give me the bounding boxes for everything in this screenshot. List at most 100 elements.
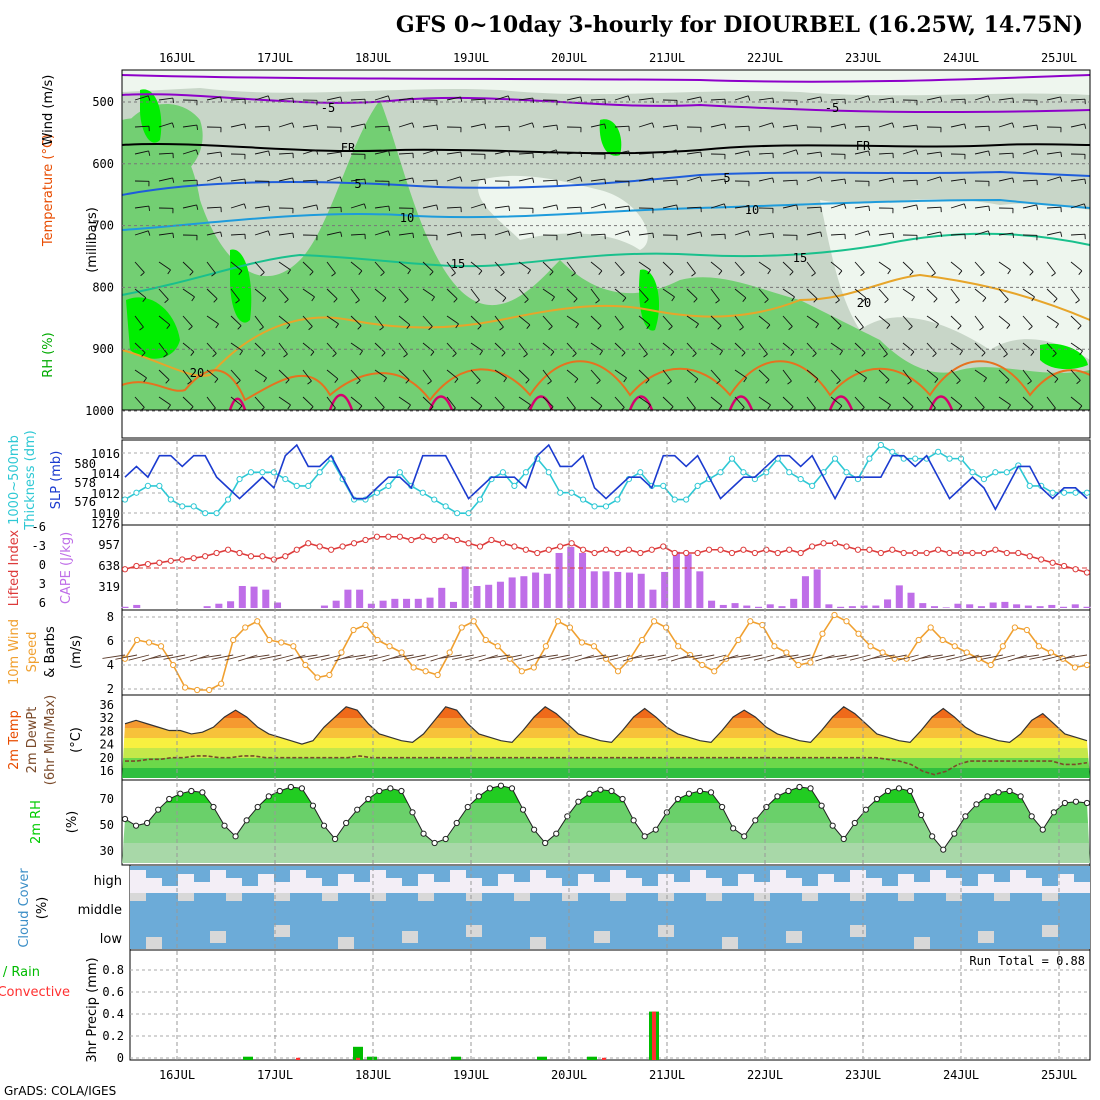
- barb-staff: [806, 231, 821, 236]
- cape-bar: [848, 606, 856, 608]
- rh-point: [155, 806, 162, 813]
- upper-wind-barb: [494, 180, 510, 187]
- rh-point: [409, 809, 416, 816]
- barb-staff: [494, 95, 509, 101]
- barb-staff: [374, 342, 386, 353]
- barb-staff: [662, 369, 672, 382]
- lifted-index-point: [270, 556, 277, 563]
- rh-point: [254, 803, 261, 811]
- barb-staff: [374, 150, 389, 155]
- cloud-high-bar: [482, 866, 498, 886]
- barb-flag: [940, 231, 943, 237]
- barb-staff: [302, 149, 317, 155]
- cape-bar: [391, 598, 399, 608]
- barb-flag: [1027, 380, 1032, 385]
- barb-flag: [1084, 178, 1087, 185]
- barb-flag: [766, 324, 771, 329]
- barb-staff: [494, 150, 509, 155]
- upper-wind-barb: [662, 288, 675, 302]
- barb-staff: [926, 176, 941, 182]
- cloud-high-bar: [178, 866, 194, 874]
- lifted-index-point: [316, 543, 323, 550]
- thickness-point: [282, 475, 289, 483]
- barb-staff: [398, 122, 413, 128]
- barb-staff: [1070, 261, 1083, 272]
- barb-staff: [134, 342, 146, 353]
- barb-flag: [695, 323, 699, 329]
- barb-staff: [734, 125, 750, 128]
- cape-bar: [778, 606, 786, 608]
- rh-point: [177, 790, 184, 797]
- barb-staff: [230, 315, 242, 326]
- barb-staff: [494, 230, 509, 236]
- barb-flag: [795, 149, 799, 155]
- barb-staff: [230, 369, 241, 381]
- thickness-point: [419, 489, 426, 496]
- wind-speed-point: [927, 624, 934, 631]
- upper-wind-barb: [374, 230, 391, 236]
- barb-staff: [638, 152, 654, 155]
- wind-speed-point: [783, 649, 790, 656]
- rh-point: [840, 835, 847, 843]
- upper-wind-barb: [1022, 234, 1038, 241]
- barb-staff: [758, 342, 768, 355]
- upper-wind-barb: [1046, 96, 1063, 102]
- surface-wind-barb: [403, 654, 426, 660]
- upper-wind-barb: [686, 342, 697, 358]
- rh-point: [696, 787, 704, 795]
- barb-flag: [859, 326, 864, 331]
- upper-wind-barb: [1046, 151, 1063, 158]
- rh-point: [995, 789, 1002, 796]
- barb-flag: [148, 150, 151, 156]
- barb-staff: [326, 231, 341, 236]
- thickness-point: [992, 469, 999, 476]
- cape-bar: [813, 569, 821, 608]
- barb-staff: [902, 124, 917, 128]
- upper-wind-barb: [206, 342, 217, 358]
- barb-flag: [364, 123, 367, 129]
- cloud-low-gap: [338, 937, 354, 949]
- barb-staff: [950, 315, 962, 326]
- upper-wind-barb: [998, 97, 1015, 104]
- barb-flag: [502, 297, 507, 302]
- upper-wind-barb: [134, 315, 144, 331]
- barb-flag: [862, 297, 867, 302]
- temp-band: [122, 758, 1090, 768]
- barb-staff: [854, 150, 869, 155]
- upper-wind-barb: [782, 124, 799, 131]
- upper-wind-barb: [182, 149, 199, 155]
- barb-staff: [230, 203, 245, 209]
- barb-staff: [638, 315, 651, 326]
- barb-staff: [566, 369, 579, 380]
- barb-flag: [452, 353, 457, 358]
- upper-wind-barb: [590, 123, 607, 129]
- barb-flag: [499, 326, 504, 331]
- barb-flag: [596, 380, 601, 385]
- upper-wind-barb: [686, 288, 698, 303]
- upper-wind-barb: [446, 96, 463, 102]
- barb-staff: [230, 98, 246, 101]
- barb-flag: [716, 380, 721, 385]
- upper-wind-barb: [854, 205, 871, 212]
- rh-point: [486, 785, 493, 792]
- barb-flag: [628, 150, 631, 156]
- upper-wind-barb: [950, 261, 963, 275]
- barb-staff: [902, 179, 918, 182]
- upper-wind-barb: [1022, 99, 1038, 106]
- barb-staff: [254, 150, 269, 155]
- cape-bar: [203, 606, 211, 608]
- cape-bar: [356, 589, 364, 608]
- upper-wind-barb: [758, 369, 770, 384]
- upper-wind-barb: [254, 180, 270, 187]
- barb-staff: [302, 369, 312, 382]
- cape-bar: [977, 606, 985, 608]
- upper-wind-barb: [254, 288, 267, 302]
- upper-wind-barb: [614, 95, 631, 101]
- upper-wind-barb: [230, 123, 247, 129]
- barb-flag: [316, 124, 319, 131]
- barb-flag: [268, 150, 271, 156]
- wind-speed-point: [771, 643, 778, 650]
- upper-wind-barb: [710, 153, 726, 160]
- rh-point: [210, 803, 217, 811]
